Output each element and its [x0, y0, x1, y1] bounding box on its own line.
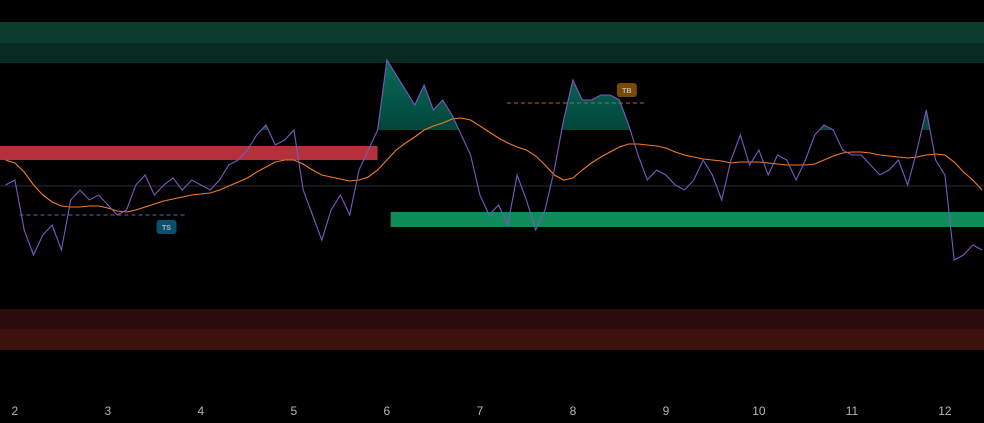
zone [0, 146, 378, 160]
zone [0, 43, 984, 63]
zone [390, 212, 984, 227]
x-tick-label: 8 [570, 404, 577, 418]
x-tick-label: 12 [938, 404, 952, 418]
x-tick-label: 4 [198, 404, 205, 418]
zone [0, 309, 984, 329]
series-line [5, 117, 983, 213]
x-tick-label: 3 [105, 404, 112, 418]
zone [0, 22, 984, 43]
x-tick-label: 11 [846, 404, 859, 418]
x-tick-label: 6 [384, 404, 391, 418]
x-tick-label: 9 [663, 404, 670, 418]
annotation-box [616, 83, 637, 97]
x-tick-label: 10 [752, 404, 766, 418]
annotation-label: TB [622, 88, 631, 95]
series-line [5, 58, 983, 261]
zone [0, 329, 984, 350]
annotation-label: TS [162, 225, 171, 232]
x-tick-label: 5 [291, 404, 298, 418]
x-tick-label: 7 [477, 404, 484, 418]
annotation-box [156, 220, 177, 234]
x-tick-label: 2 [12, 404, 19, 418]
